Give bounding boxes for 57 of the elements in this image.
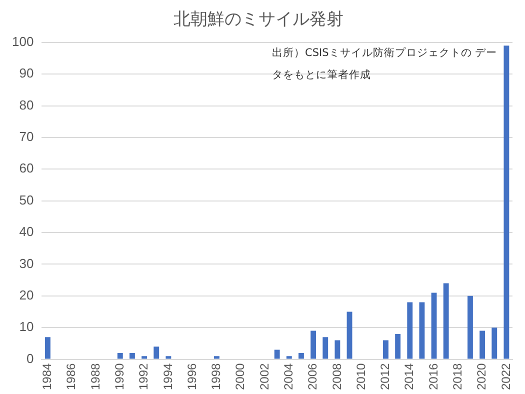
bar <box>166 356 172 359</box>
x-tick-label: 2002 <box>257 362 272 390</box>
x-tick-label: 1998 <box>209 362 224 390</box>
chart-title: 北朝鮮のミサイル発射 <box>174 10 344 30</box>
bar <box>154 346 160 359</box>
x-tick-label: 1992 <box>136 362 151 390</box>
x-tick-label: 2020 <box>474 362 489 390</box>
bar <box>334 340 340 359</box>
x-tick-label: 2006 <box>306 362 320 390</box>
y-tick-label: 30 <box>19 256 34 271</box>
bar <box>407 302 413 359</box>
bar <box>214 356 220 359</box>
x-tick-label: 1990 <box>112 362 126 390</box>
bar <box>310 330 316 359</box>
x-tick-label: 2016 <box>426 362 440 390</box>
x-tick-label: 2018 <box>450 362 464 390</box>
bar <box>130 352 135 359</box>
x-tick-label: 2000 <box>233 362 248 390</box>
y-tick-label: 70 <box>19 129 34 144</box>
bar <box>117 352 123 359</box>
bar <box>142 356 148 359</box>
x-tick-label: 2010 <box>354 362 368 390</box>
y-tick-label: 100 <box>12 34 34 49</box>
bar <box>383 340 388 359</box>
x-tick-label: 1984 <box>40 362 54 390</box>
x-tick-label: 1988 <box>88 362 102 390</box>
bar <box>286 356 292 359</box>
bar <box>45 337 50 359</box>
bar <box>431 292 437 359</box>
y-tick-label: 60 <box>19 160 34 176</box>
x-tick-label: 2008 <box>330 362 344 390</box>
x-tick-label: 1986 <box>64 362 78 390</box>
y-tick-label: 10 <box>19 319 34 334</box>
x-tick-label: 1996 <box>184 362 199 390</box>
bar <box>468 296 473 359</box>
bar <box>322 337 328 359</box>
x-tick-label: 2004 <box>281 362 296 390</box>
y-tick-label: 80 <box>19 97 34 112</box>
y-tick-label: 40 <box>19 224 34 240</box>
bar <box>492 328 498 359</box>
y-tick-label: 20 <box>19 288 34 302</box>
bar <box>443 283 449 359</box>
x-tick-label: 1994 <box>160 362 175 390</box>
x-tick-label: 2022 <box>498 362 513 390</box>
bar <box>346 312 352 359</box>
y-tick-label: 0 <box>26 350 34 366</box>
bar <box>504 46 510 359</box>
x-tick-label: 2014 <box>402 362 416 390</box>
bar <box>274 350 280 359</box>
bar <box>419 302 425 359</box>
bar <box>298 352 304 359</box>
y-tick-label: 50 <box>19 192 34 208</box>
x-tick-label: 2012 <box>378 362 392 390</box>
bar <box>395 334 401 359</box>
annotation: 出所）CSISミサイル防衛プロジェクトの データをもとに筆者作成 <box>272 46 498 83</box>
y-tick-label: 90 <box>19 66 34 81</box>
bar <box>480 330 486 359</box>
